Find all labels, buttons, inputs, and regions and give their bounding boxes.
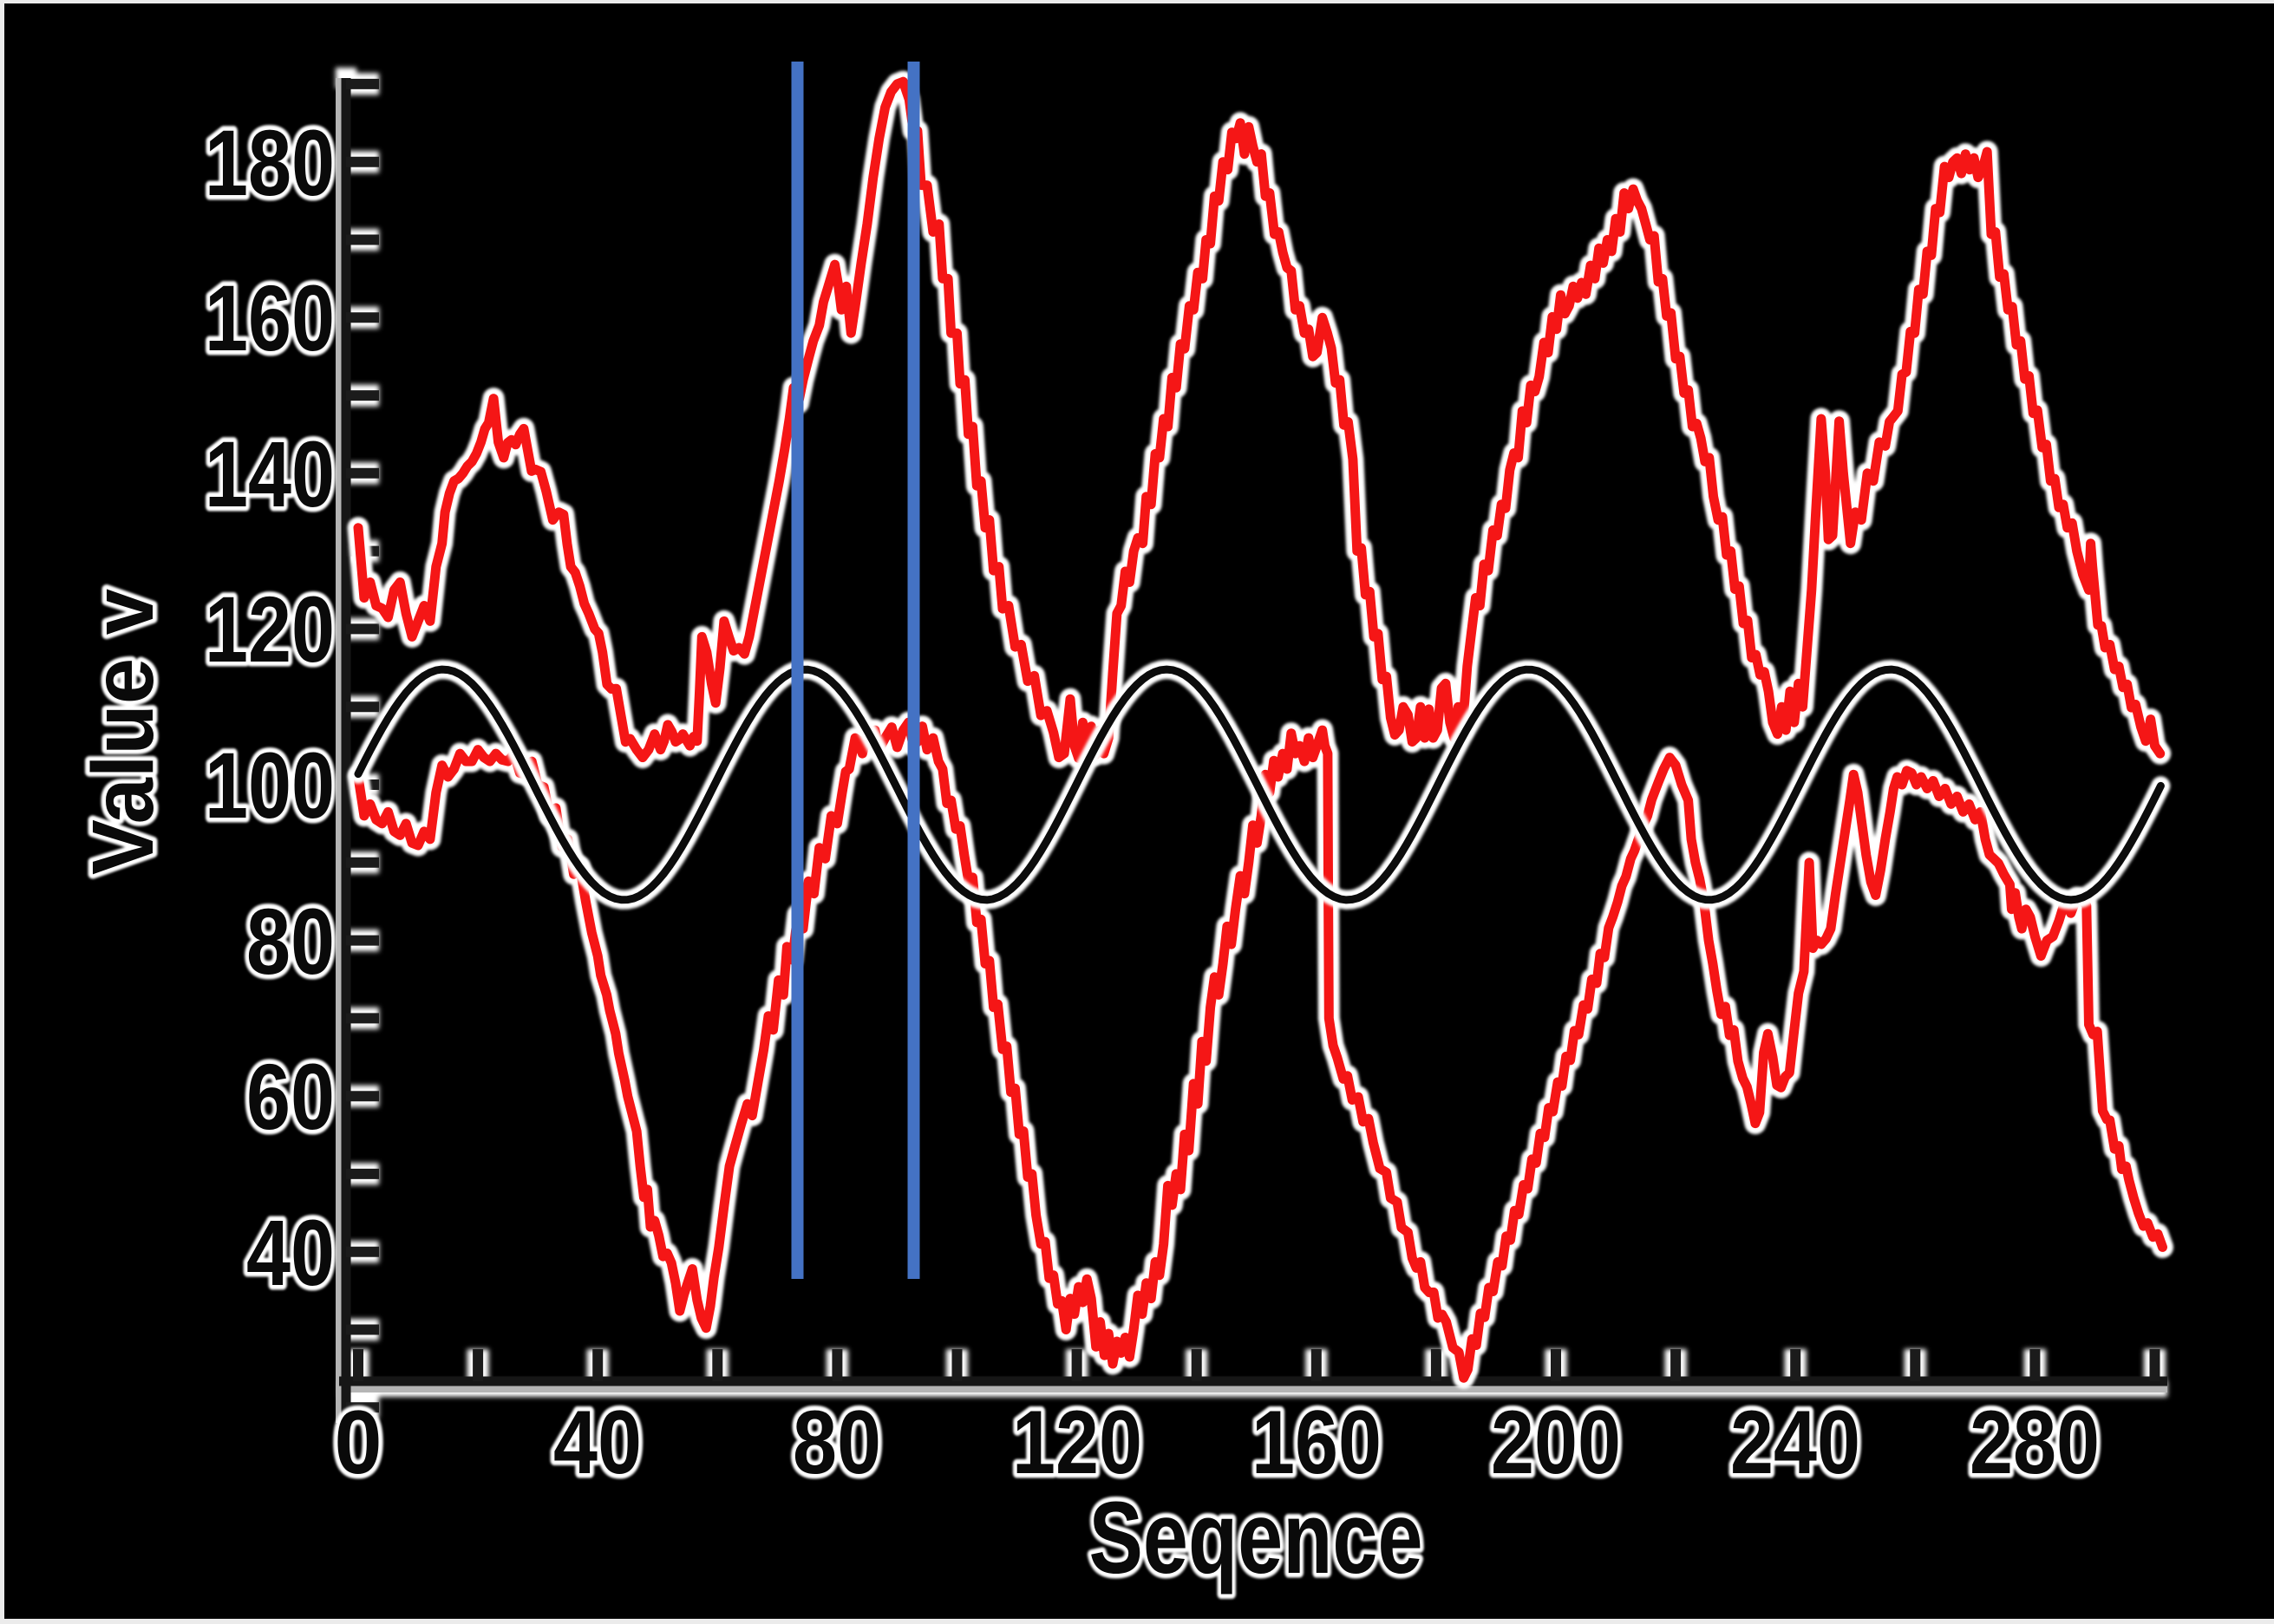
svg-text:Value v: Value v	[75, 589, 172, 875]
svg-text:100: 100	[205, 733, 335, 838]
svg-text:40: 40	[246, 1200, 335, 1305]
svg-text:40: 40	[553, 1392, 642, 1493]
svg-text:180: 180	[205, 110, 335, 215]
svg-text:280: 280	[1970, 1392, 2100, 1493]
svg-text:Seqence: Seqence	[1089, 1481, 1423, 1595]
svg-text:80: 80	[246, 889, 335, 994]
svg-text:160: 160	[1251, 1392, 1382, 1493]
svg-text:200: 200	[1491, 1392, 1621, 1493]
svg-text:140: 140	[205, 421, 335, 526]
svg-text:120: 120	[205, 577, 335, 682]
svg-text:160: 160	[1251, 1392, 1382, 1493]
svg-text:100: 100	[205, 733, 335, 838]
svg-text:Value v: Value v	[75, 589, 172, 875]
svg-text:40: 40	[246, 1200, 335, 1305]
svg-text:40: 40	[553, 1392, 642, 1493]
svg-text:60: 60	[246, 1044, 335, 1149]
svg-text:200: 200	[1491, 1392, 1621, 1493]
svg-text:160: 160	[205, 265, 335, 370]
svg-text:120: 120	[1012, 1392, 1142, 1493]
svg-text:0: 0	[335, 1392, 382, 1493]
svg-text:160: 160	[205, 265, 335, 370]
svg-text:0: 0	[335, 1392, 382, 1493]
svg-text:280: 280	[1970, 1392, 2100, 1493]
svg-text:240: 240	[1730, 1392, 1860, 1493]
svg-text:140: 140	[205, 421, 335, 526]
svg-text:80: 80	[793, 1392, 881, 1493]
svg-text:80: 80	[793, 1392, 881, 1493]
svg-text:180: 180	[205, 110, 335, 215]
svg-text:60: 60	[246, 1044, 335, 1149]
svg-text:Seqence: Seqence	[1089, 1481, 1423, 1595]
svg-text:120: 120	[1012, 1392, 1142, 1493]
svg-text:240: 240	[1730, 1392, 1860, 1493]
svg-text:80: 80	[246, 889, 335, 994]
svg-text:120: 120	[205, 577, 335, 682]
